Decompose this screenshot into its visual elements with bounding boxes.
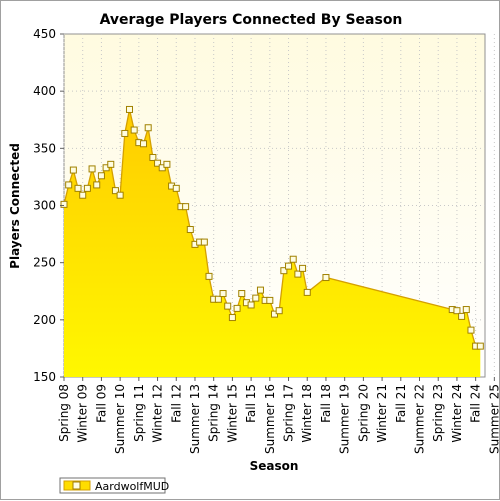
- x-tick-label: Summer 22: [413, 384, 427, 454]
- data-point: [93, 181, 101, 189]
- data-point: [275, 307, 283, 315]
- data-point: [289, 255, 297, 263]
- data-point: [83, 184, 91, 192]
- x-tick-label: Winter 21: [375, 384, 389, 443]
- data-point: [60, 200, 68, 208]
- data-point: [467, 326, 475, 334]
- x-tick-label: Spring 20: [356, 384, 370, 442]
- data-point: [125, 105, 133, 113]
- data-point: [228, 314, 236, 322]
- data-point: [453, 307, 461, 315]
- x-axis-ticks: Spring 08 Winter 09 Fall 09 Summer 10 Spring…: [57, 377, 500, 454]
- data-point: [97, 172, 105, 180]
- x-tick-label: Winter 12: [151, 384, 165, 443]
- x-tick-label: Winter 09: [76, 384, 90, 443]
- data-point: [458, 312, 466, 320]
- data-point: [233, 304, 241, 312]
- data-point: [116, 191, 124, 199]
- legend-label: AardwolfMUD: [95, 480, 169, 493]
- x-axis-label: Season: [250, 459, 299, 473]
- x-tick-label: Summer 16: [263, 384, 277, 454]
- data-point: [294, 270, 302, 278]
- data-point: [214, 295, 222, 303]
- data-point: [144, 124, 152, 132]
- data-point: [200, 238, 208, 246]
- data-point: [299, 264, 307, 272]
- y-tick-label: 200: [33, 313, 56, 327]
- data-point: [252, 294, 260, 302]
- data-point: [79, 191, 87, 199]
- data-point: [303, 288, 311, 296]
- y-tick-label: 350: [33, 141, 56, 155]
- data-point: [224, 302, 232, 310]
- x-tick-label: Fall 18: [319, 384, 333, 423]
- data-point: [140, 140, 148, 148]
- x-tick-label: Fall 15: [244, 384, 258, 423]
- data-point: [111, 187, 119, 195]
- x-tick-label: Summer 10: [113, 384, 127, 454]
- data-point: [476, 342, 484, 350]
- x-tick-label: Summer 25: [487, 384, 500, 454]
- x-tick-label: Spring 11: [132, 384, 146, 442]
- legend: AardwolfMUD: [59, 477, 169, 494]
- x-tick-label: Spring 14: [207, 384, 221, 442]
- data-point: [107, 160, 115, 168]
- y-tick-label: 300: [33, 199, 56, 213]
- data-point: [121, 129, 129, 137]
- data-point: [266, 296, 274, 304]
- x-tick-label: Summer 13: [188, 384, 202, 454]
- data-point: [154, 159, 162, 167]
- x-tick-label: Spring 17: [282, 384, 296, 442]
- x-tick-label: Spring 08: [57, 384, 71, 442]
- data-point: [256, 286, 264, 294]
- data-point: [238, 290, 246, 298]
- x-tick-label: Fall 12: [169, 384, 183, 423]
- data-point: [219, 290, 227, 298]
- data-point: [74, 184, 82, 192]
- x-tick-label: Spring 23: [431, 384, 445, 442]
- data-point: [462, 306, 470, 314]
- data-point: [285, 262, 293, 270]
- data-point: [322, 274, 330, 282]
- chart-title: Average Players Connected By Season: [100, 12, 403, 28]
- x-tick-label: Summer 19: [338, 384, 352, 454]
- x-tick-label: Fall 09: [94, 384, 108, 423]
- y-axis-label: Players Connected: [8, 143, 22, 269]
- data-point: [69, 166, 77, 174]
- series-area: [64, 109, 481, 377]
- data-point: [149, 153, 157, 161]
- data-point: [130, 126, 138, 134]
- y-tick-label: 450: [33, 27, 56, 41]
- x-tick-label: Winter 18: [300, 384, 314, 443]
- data-point: [65, 181, 73, 189]
- data-point: [247, 301, 255, 309]
- x-tick-label: Winter 24: [450, 384, 464, 443]
- legend-marker: [72, 481, 81, 490]
- data-point: [280, 267, 288, 275]
- data-point: [88, 165, 96, 173]
- y-tick-label: 250: [33, 256, 56, 270]
- data-point: [163, 160, 171, 168]
- series-markers: [60, 105, 484, 350]
- data-point: [182, 203, 190, 211]
- data-point: [205, 272, 213, 280]
- y-tick-label: 400: [33, 84, 56, 98]
- y-axis-ticks: 150 200 250 300 350 400 450: [33, 27, 64, 384]
- y-tick-label: 150: [33, 370, 56, 384]
- x-tick-label: Fall 24: [469, 384, 483, 423]
- x-tick-label: Fall 21: [394, 384, 408, 423]
- x-tick-label: Winter 15: [225, 384, 239, 443]
- data-point: [172, 184, 180, 192]
- data-point: [186, 226, 194, 234]
